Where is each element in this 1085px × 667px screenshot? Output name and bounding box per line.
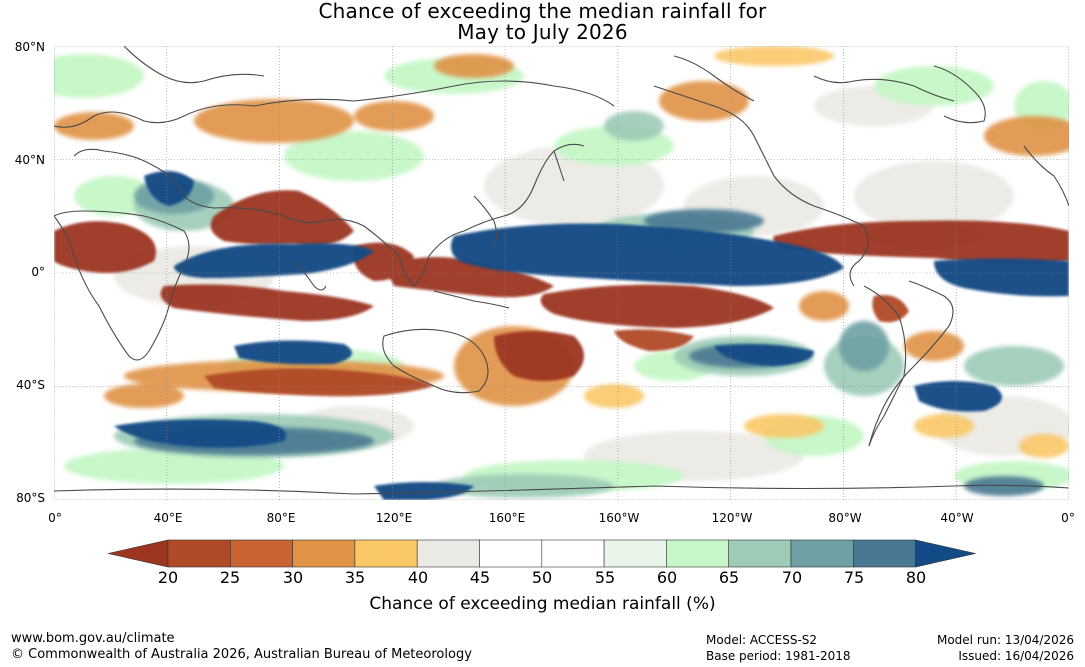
legend-tick-70: 70: [781, 568, 803, 587]
lat-label-80n: 80°N: [14, 40, 45, 54]
lat-label-equator: 0°: [31, 265, 45, 279]
lat-label-40s: 40°S: [16, 378, 45, 392]
footer-issued: Issued: 16/04/2026: [958, 649, 1074, 663]
footer-copyright: © Commonwealth of Australia 2026, Austra…: [11, 647, 472, 662]
dark-blue-patches: [114, 171, 1069, 500]
legend-tick-30: 30: [282, 568, 304, 587]
lon-label-160e: 160°E: [488, 511, 526, 525]
lon-label-160w: 160°W: [598, 511, 640, 525]
legend-tick-50: 50: [531, 568, 553, 587]
legend-swatches: [107, 539, 976, 568]
graticule: [54, 46, 1069, 500]
legend-tick-25: 25: [219, 568, 241, 587]
legend-swatch-9: [666, 539, 730, 568]
rainfall-probability-map: [54, 46, 1069, 500]
legend-tick-60: 60: [656, 568, 678, 587]
legend-swatch-10: [728, 539, 792, 568]
footer-url[interactable]: www.bom.gov.au/climate: [11, 631, 175, 646]
legend-swatch-8: [603, 539, 667, 568]
legend-tick-40: 40: [407, 568, 429, 587]
footer-model-run: Model run: 13/04/2026: [936, 633, 1074, 647]
lon-label-120e: 120°E: [375, 511, 413, 525]
legend-swatch-3: [292, 539, 356, 568]
lon-label-80w: 80°W: [828, 511, 862, 525]
lon-label-40e: 40°E: [153, 511, 183, 525]
footer-base-period: Base period: 1981-2018: [706, 649, 851, 663]
legend-tick-45: 45: [469, 568, 491, 587]
legend-tick-55: 55: [594, 568, 616, 587]
legend-title: Chance of exceeding median rainfall (%): [369, 594, 716, 614]
legend-swatch-4: [354, 539, 418, 568]
legend-swatch-6: [479, 539, 543, 568]
legend-arrow-low: [107, 539, 169, 568]
footer-model: Model: ACCESS-S2: [706, 633, 818, 647]
legend-swatch-5: [416, 539, 480, 568]
lat-label-40n: 40°N: [14, 153, 45, 167]
legend-tick-35: 35: [344, 568, 366, 587]
map-title-line-1: Chance of exceeding the median rainfall …: [318, 0, 767, 23]
lat-label-80s: 80°S: [16, 491, 45, 505]
legend-arrow-high: [915, 539, 976, 568]
map-title-line-2: May to July 2026: [457, 20, 628, 44]
legend-tick-75: 75: [843, 568, 865, 587]
lon-label-0-right: 0°: [1061, 511, 1075, 525]
legend-tick-20: 20: [157, 568, 179, 587]
colour-legend-bar: [107, 539, 976, 568]
lon-label-80e: 80°E: [266, 511, 296, 525]
legend-tick-80: 80: [905, 568, 927, 587]
legend-tick-65: 65: [718, 568, 740, 587]
lon-label-40w: 40°W: [940, 511, 974, 525]
legend-swatch-1: [167, 539, 231, 568]
legend-swatch-11: [790, 539, 854, 568]
lon-label-0: 0°: [48, 511, 62, 525]
legend-swatch-12: [852, 539, 916, 568]
legend-swatch-2: [230, 539, 293, 568]
legend-swatch-7: [541, 539, 605, 568]
lon-label-120w: 120°W: [711, 511, 753, 525]
coastlines: [54, 46, 1069, 495]
